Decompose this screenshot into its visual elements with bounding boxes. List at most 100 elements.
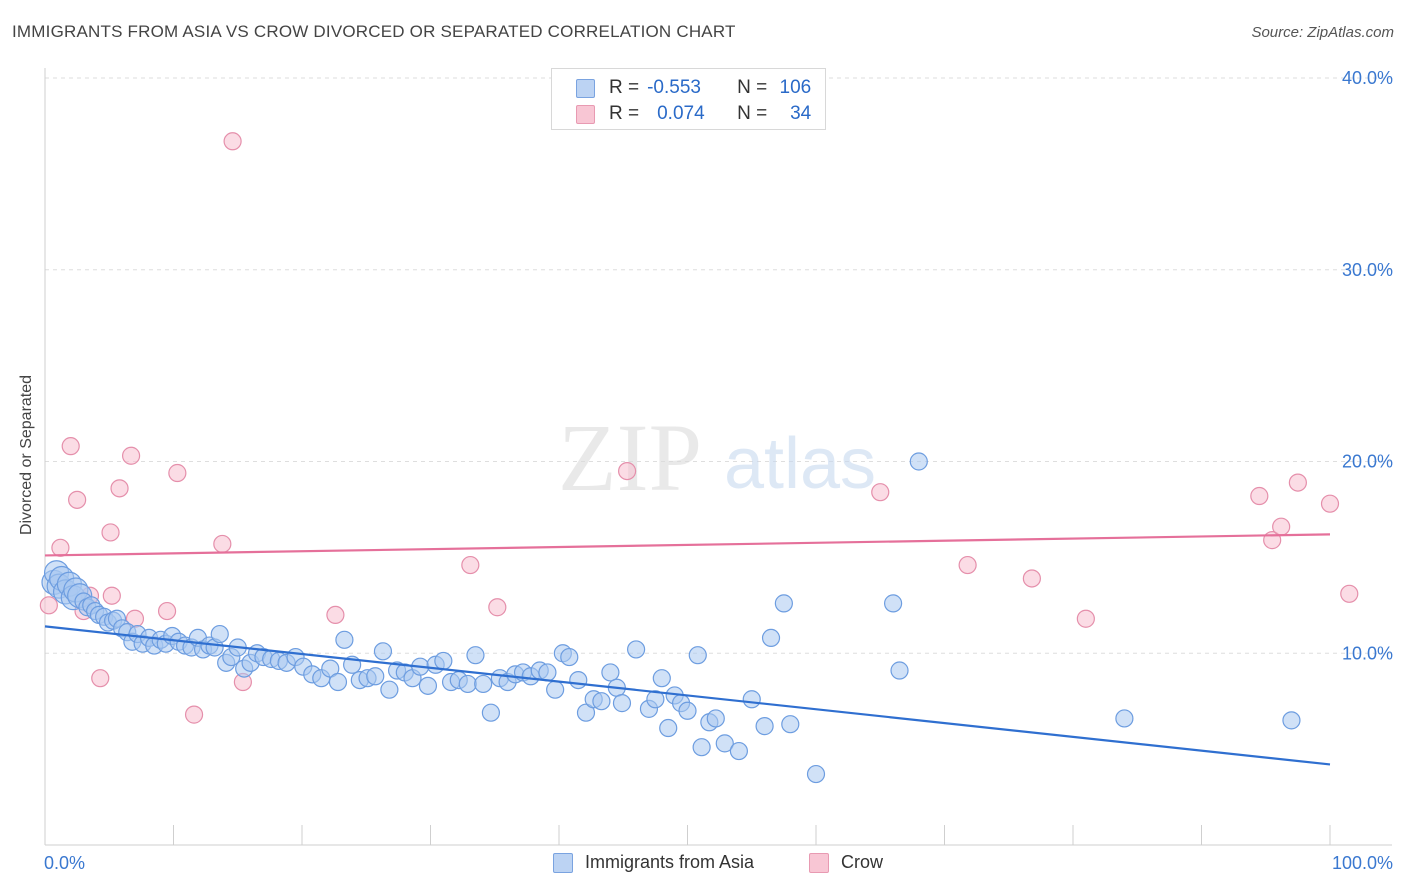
asia-point — [458, 674, 477, 694]
asia-point — [321, 659, 340, 678]
legend-row-crow: R = 0.074 N = 34 — [576, 101, 811, 127]
asia-point — [715, 734, 734, 753]
crow-point — [223, 132, 242, 151]
crow-point — [121, 446, 141, 465]
asia-point — [366, 667, 385, 686]
trendlines — [44, 533, 1331, 766]
crow-point — [213, 534, 232, 554]
asia-point — [652, 669, 671, 688]
asia-point — [806, 764, 826, 784]
series-legend: Immigrants from Asia Crow — [0, 852, 1406, 878]
x-tick-label: 100.0% — [1332, 853, 1393, 873]
series-legend-asia[interactable]: Immigrants from Asia — [553, 852, 754, 873]
crow-point — [871, 483, 890, 502]
asia-point — [1115, 709, 1134, 728]
asia-point — [481, 703, 500, 722]
crow-point — [1288, 473, 1307, 492]
legend-swatch-asia — [576, 78, 595, 98]
asia-point — [418, 676, 438, 695]
asia-point — [560, 647, 579, 667]
asia-point — [1282, 711, 1301, 730]
tick-labels: 10.0% 20.0% 30.0% 40.0% 0.0% 100.0% — [44, 68, 1393, 873]
legend-n-value: 106 — [779, 77, 812, 98]
crow-point — [168, 463, 187, 483]
crow-point — [958, 555, 977, 575]
asia-point — [761, 628, 781, 648]
watermark-zip: ZIP — [558, 404, 702, 511]
asia-point — [883, 594, 903, 613]
crow-point — [157, 601, 177, 621]
crow-point — [61, 437, 80, 456]
asia-trendline — [44, 625, 1331, 766]
x-tick-label: 0.0% — [44, 853, 85, 873]
y-tick-label: 10.0% — [1342, 643, 1393, 663]
crow-point — [1250, 486, 1269, 506]
asia-points — [41, 452, 1301, 784]
asia-point — [678, 701, 697, 720]
legend-n-label: N = — [737, 103, 768, 124]
asia-point — [328, 672, 348, 692]
asia-point — [909, 452, 928, 471]
asia-point — [373, 642, 393, 661]
crow-point — [1320, 494, 1340, 513]
asia-point — [626, 640, 646, 659]
asia-point — [474, 674, 493, 694]
crow-point — [184, 705, 204, 724]
asia-point — [659, 718, 678, 738]
asia-point — [380, 680, 399, 699]
asia-point — [706, 709, 725, 728]
crow-point — [102, 586, 121, 605]
correlation-legend: R = -0.553 N = 106 R = 0.074 N = 34 — [551, 68, 826, 130]
watermark-atlas: atlas — [724, 424, 876, 504]
legend-n-label: N = — [737, 77, 768, 98]
asia-point — [546, 680, 565, 699]
axes — [44, 68, 1392, 846]
crow-point — [39, 596, 58, 615]
crow-point — [461, 555, 480, 575]
asia-point — [646, 690, 665, 709]
crow-point — [1272, 517, 1291, 536]
gridlines — [45, 77, 1392, 654]
legend-r-value: 0.074 — [657, 103, 705, 124]
crow-point — [91, 669, 110, 688]
y-tick-label: 20.0% — [1342, 452, 1393, 472]
asia-point — [890, 661, 909, 680]
watermark: ZIP atlas — [558, 404, 876, 511]
asia-point — [434, 651, 453, 671]
legend-r-value: -0.553 — [647, 77, 701, 98]
asia-point — [692, 738, 711, 757]
asia-point — [569, 670, 588, 690]
asia-point — [755, 717, 774, 736]
asia-point — [335, 630, 354, 649]
crow-point — [488, 598, 507, 617]
crow-point — [68, 490, 87, 509]
legend-r-label: R = — [609, 103, 640, 124]
asia-point — [592, 692, 611, 711]
series-swatch-asia — [553, 852, 573, 873]
chart-title: IMMIGRANTS FROM ASIA VS CROW DIVORCED OR… — [12, 22, 736, 41]
source-credit: Source: ZipAtlas.com — [1251, 24, 1394, 41]
y-tick-label: 30.0% — [1342, 260, 1393, 280]
crow-point — [51, 538, 70, 557]
asia-point — [688, 646, 707, 665]
crow-point — [101, 523, 120, 542]
series-label-crow: Crow — [841, 852, 884, 872]
legend-row-asia: R = -0.553 N = 106 — [576, 75, 811, 101]
crow-trendline — [44, 533, 1331, 557]
asia-point — [774, 594, 793, 613]
y-tick-label: 40.0% — [1342, 68, 1393, 88]
crow-point — [1340, 584, 1359, 603]
asia-point — [742, 690, 761, 709]
legend-r-label: R = — [609, 77, 640, 98]
asia-point — [576, 703, 596, 722]
series-legend-crow[interactable]: Crow — [809, 852, 883, 873]
crow-point — [1022, 569, 1041, 588]
asia-point — [210, 624, 229, 644]
asia-point — [612, 694, 632, 713]
asia-point — [729, 741, 749, 761]
series-label-asia: Immigrants from Asia — [585, 852, 755, 872]
crow-point — [1076, 609, 1095, 628]
crow-point — [618, 461, 637, 481]
asia-point — [466, 646, 485, 665]
